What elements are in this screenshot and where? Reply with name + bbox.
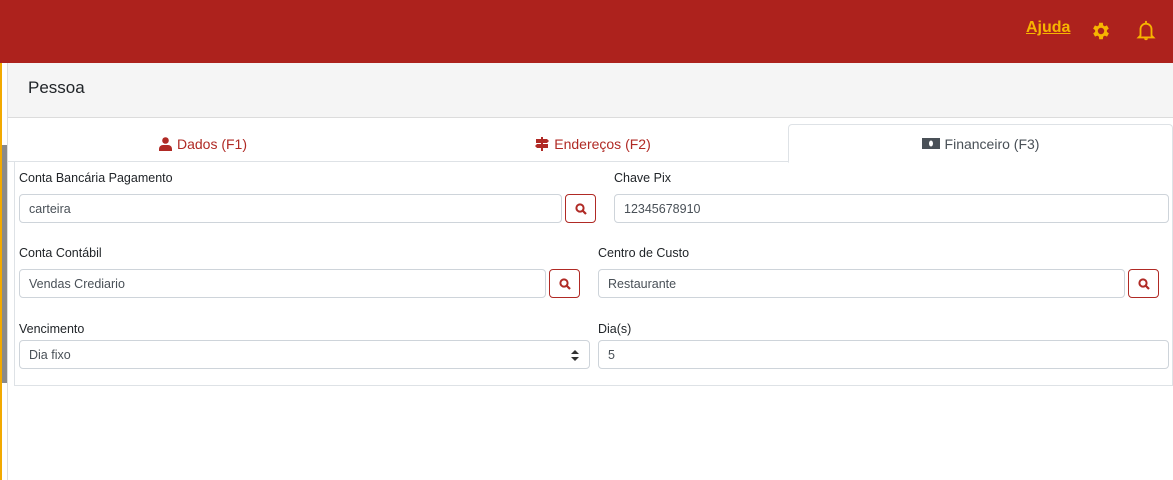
sidebar-accent [0, 63, 2, 480]
divider [7, 63, 8, 480]
conta-contabil-search-button[interactable] [549, 269, 580, 298]
centro-custo-input[interactable]: Restaurante [598, 269, 1125, 298]
centro-custo-search-button[interactable] [1128, 269, 1159, 298]
vencimento-value: Dia fixo [29, 347, 71, 362]
search-icon [1137, 277, 1150, 290]
conta-bancaria-input[interactable]: carteira [19, 194, 562, 223]
search-icon [558, 277, 571, 290]
user-icon [158, 136, 172, 151]
chave-pix-input[interactable]: 12345678910 [614, 194, 1169, 223]
sort-arrows-icon [571, 350, 579, 361]
conta-bancaria-search-button[interactable] [565, 194, 596, 223]
top-navbar: Ajuda [0, 0, 1173, 63]
tab-label: Endereços (F2) [554, 135, 651, 152]
help-link[interactable]: Ajuda [1026, 19, 1071, 36]
tab-financeiro[interactable]: Financeiro (F3) [788, 124, 1173, 163]
page-title: Pessoa [28, 78, 85, 97]
search-icon [574, 202, 587, 215]
conta-contabil-label: Conta Contábil [19, 246, 102, 260]
vencimento-select[interactable]: Dia fixo [19, 340, 590, 369]
conta-contabil-input[interactable]: Vendas Crediario [19, 269, 546, 298]
signpost-icon [535, 136, 550, 151]
bell-icon[interactable] [1135, 19, 1157, 43]
scrollbar[interactable] [2, 145, 7, 383]
chave-pix-label: Chave Pix [614, 171, 671, 185]
conta-bancaria-label: Conta Bancária Pagamento [19, 171, 173, 185]
money-bill-icon [921, 138, 940, 149]
tab-enderecos[interactable]: Endereços (F2) [398, 124, 788, 163]
tab-dados[interactable]: Dados (F1) [8, 124, 398, 163]
tab-label: Financeiro (F3) [944, 135, 1040, 152]
tab-bar: Dados (F1) Endereços (F2) Financeiro (F3… [8, 124, 1173, 163]
page-header: Pessoa [8, 63, 1173, 118]
tab-label: Dados (F1) [176, 135, 248, 152]
dias-label: Dia(s) [598, 322, 632, 336]
centro-custo-label: Centro de Custo [598, 246, 690, 260]
gear-icon[interactable] [1090, 20, 1112, 42]
vencimento-label: Vencimento [19, 322, 85, 336]
dias-input[interactable]: 5 [598, 340, 1169, 369]
